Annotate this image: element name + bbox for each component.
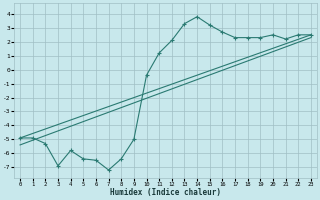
X-axis label: Humidex (Indice chaleur): Humidex (Indice chaleur) — [110, 188, 221, 197]
